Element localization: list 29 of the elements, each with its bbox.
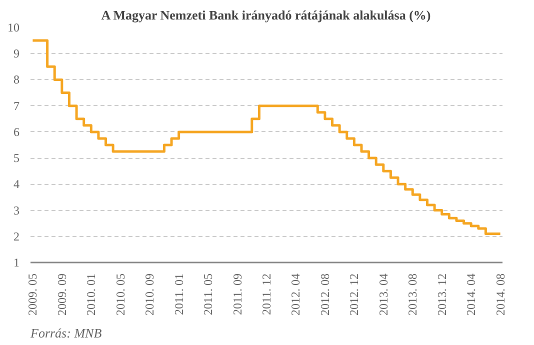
y-tick-label: 8 (14, 72, 20, 87)
x-tick-label: 2013. 12 (434, 274, 449, 316)
text: Forrás: MNB (30, 326, 102, 340)
x-tick-label: 2014. 04 (464, 274, 478, 316)
x-tick-label: 2014. 08 (493, 274, 508, 316)
y-tick-label: 2 (14, 229, 20, 244)
y-tick-label: 4 (14, 177, 20, 192)
x-tick-label: 2013. 08 (406, 274, 420, 316)
y-tick-label: 5 (14, 151, 20, 166)
x-tick-label: 2012. 04 (288, 274, 303, 316)
y-tick-label: 1 (14, 256, 20, 270)
y-tick-label: 9 (14, 46, 20, 61)
x-tick-label: 2012. 12 (347, 274, 362, 316)
x-tick-label: 2011. 05 (201, 273, 216, 316)
y-tick-label: 6 (14, 124, 20, 139)
x-tick-label: 2010. 01 (84, 274, 98, 316)
x-tick-label: 2011. 12 (260, 273, 274, 316)
x-tick-label: 2011. 09 (230, 273, 244, 316)
x-tick-label: 2012. 08 (318, 274, 332, 316)
x-tick-label: 2009. 05 (26, 274, 40, 316)
x-tick-label: 2010. 05 (113, 274, 128, 316)
x-tick-label: 2010. 09 (142, 274, 157, 316)
y-tick-label: 7 (14, 98, 20, 113)
x-tick-label: 2011. 01 (172, 273, 186, 316)
x-tick-label: 2013. 04 (376, 274, 390, 316)
x-tick-label: 2009. 09 (54, 274, 69, 316)
chart-title: A Magyar Nemzeti Bank irányadó rátájának alakulása (%) (101, 8, 431, 22)
y-tick-label: 10 (8, 20, 20, 34)
y-tick-label: 3 (14, 203, 20, 218)
